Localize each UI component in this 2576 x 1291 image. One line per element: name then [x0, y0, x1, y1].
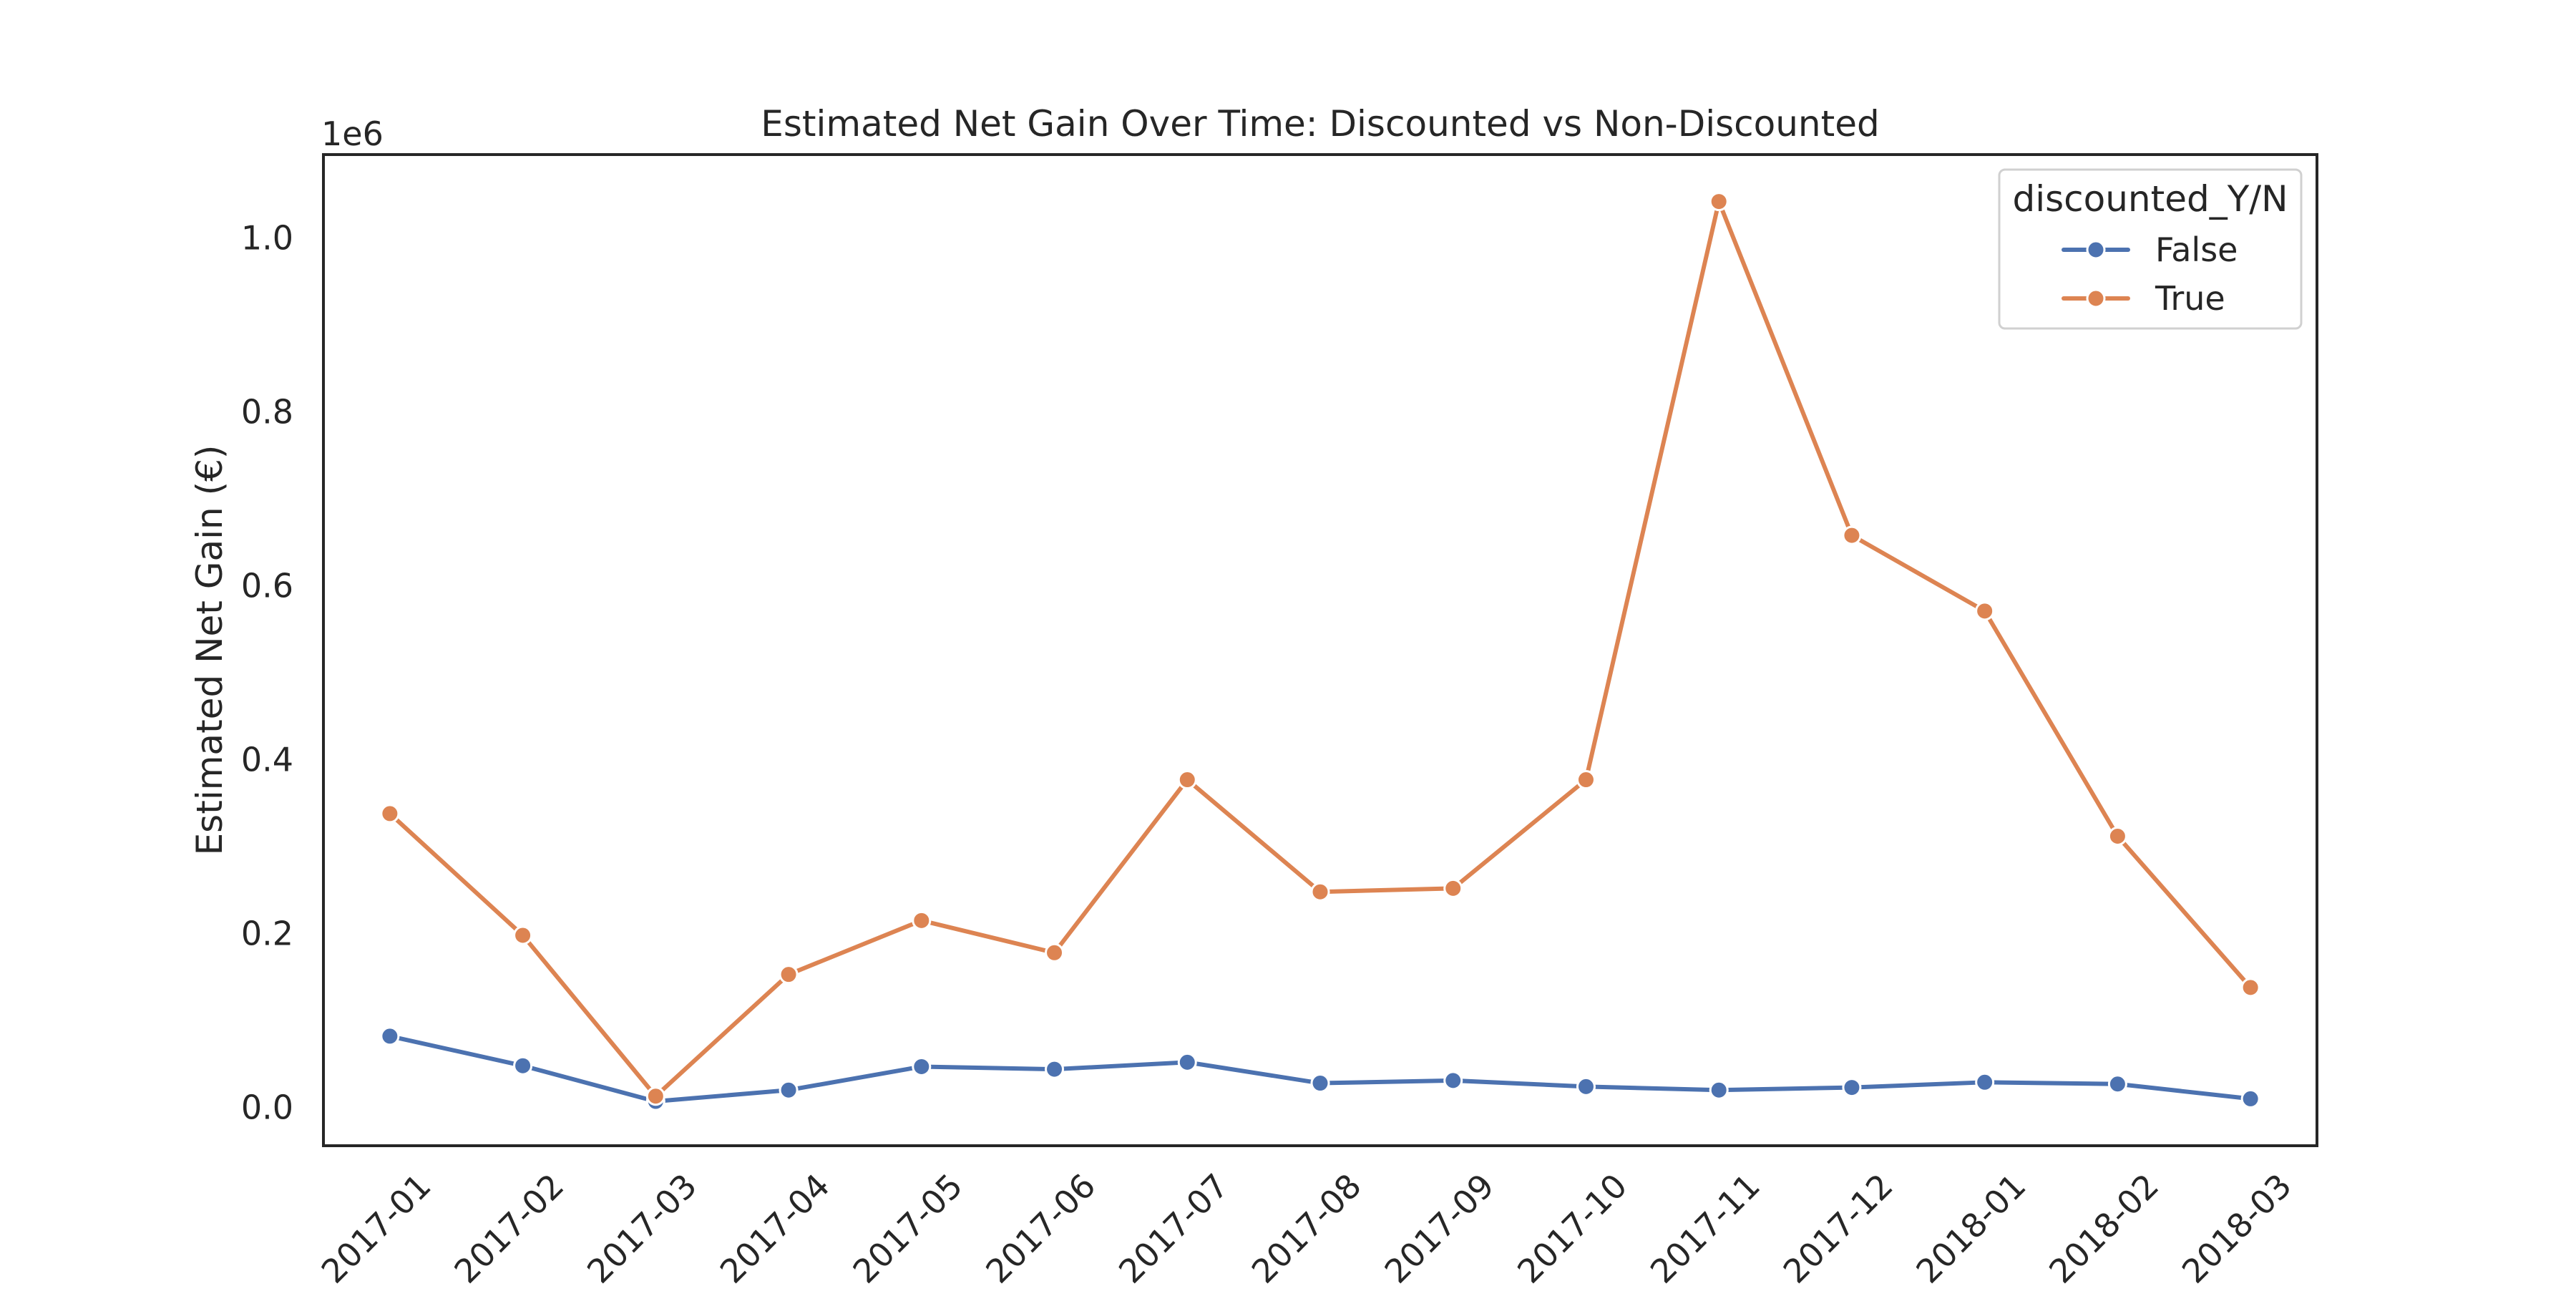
- data-point: [779, 965, 799, 985]
- data-point: [912, 1056, 932, 1076]
- legend-item: False: [2062, 230, 2238, 269]
- y-axis-offset-label: 1e6: [321, 115, 384, 153]
- legend-items: False True: [2062, 230, 2238, 318]
- y-tick-label: 0.2: [241, 915, 293, 953]
- legend-box: [1998, 168, 2303, 330]
- legend-label: True: [2155, 279, 2225, 318]
- data-point: [1842, 1078, 1862, 1098]
- data-point: [1709, 192, 1729, 212]
- data-point: [380, 804, 400, 824]
- data-point: [513, 925, 533, 945]
- data-point: [1975, 601, 1995, 621]
- data-point: [645, 1086, 665, 1106]
- data-point: [1576, 770, 1596, 790]
- data-point: [1443, 1071, 1463, 1091]
- data-point: [1177, 1052, 1197, 1072]
- data-point: [1045, 1059, 1065, 1079]
- y-tick-label: 0.4: [241, 741, 293, 779]
- y-tick-label: 0.0: [241, 1088, 293, 1127]
- data-point: [1045, 942, 1065, 963]
- series-layer: [380, 192, 2260, 1111]
- data-point: [1576, 1076, 1596, 1096]
- data-point: [513, 1056, 533, 1076]
- plot-area-frame: [322, 153, 2318, 1147]
- y-axis-ticks: 0.0 0.2 0.4 0.6 0.8 1.0: [241, 219, 293, 1127]
- data-point: [1310, 882, 1330, 902]
- series-true: [380, 192, 2260, 1106]
- data-point: [380, 1026, 400, 1046]
- chart-title: Estimated Net Gain Over Time: Discounted…: [761, 103, 1879, 145]
- data-point: [1310, 1073, 1330, 1093]
- data-point: [1709, 1080, 1729, 1100]
- data-point: [2240, 978, 2260, 998]
- data-point: [779, 1080, 799, 1100]
- data-point: [1443, 878, 1463, 898]
- legend-marker-swatch: [2086, 240, 2106, 260]
- data-point: [912, 910, 932, 930]
- y-tick-label: 0.6: [241, 567, 293, 605]
- y-axis-label: Estimated Net Gain (€): [189, 445, 230, 856]
- legend-marker-swatch: [2086, 288, 2106, 308]
- series-false: [380, 1026, 2260, 1111]
- y-tick-label: 1.0: [241, 219, 293, 258]
- data-point: [1842, 525, 1862, 545]
- legend-label: False: [2155, 230, 2238, 269]
- y-tick-label: 0.8: [241, 393, 293, 432]
- data-point: [2240, 1088, 2260, 1109]
- data-point: [2107, 826, 2127, 846]
- legend: discounted_Y/N False True: [1998, 168, 2303, 330]
- legend-title: discounted_Y/N: [2012, 178, 2288, 220]
- data-point: [1975, 1072, 1995, 1092]
- data-point: [1177, 770, 1197, 790]
- data-point: [2107, 1074, 2127, 1094]
- legend-item: True: [2062, 279, 2225, 318]
